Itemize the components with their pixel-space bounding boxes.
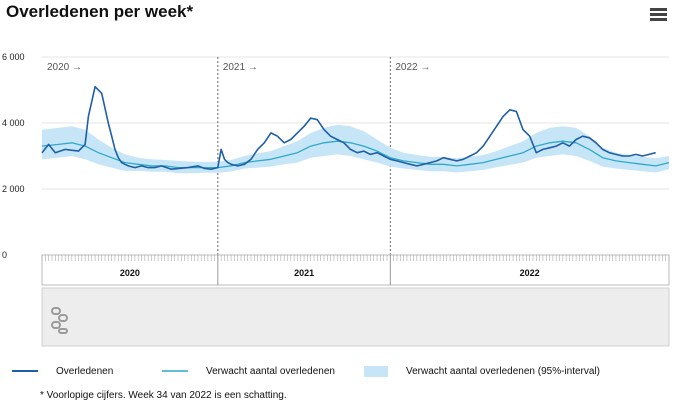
y-tick-label: 2 000	[2, 184, 25, 194]
legend-label: Overledenen	[56, 366, 114, 377]
x-year-label: 2022	[520, 268, 540, 278]
y-tick-label: 6 000	[2, 52, 25, 62]
x-axis: 2020 2021 2022	[41, 254, 670, 286]
legend-item-expected[interactable]: Verwacht aantal overledenen	[162, 366, 335, 377]
page-title: Overledenen per week*	[6, 2, 194, 21]
menu-bar	[650, 13, 667, 16]
legend-swatch-observed	[12, 370, 38, 373]
logo-part	[58, 328, 68, 334]
y-tick-label: 4 000	[2, 118, 25, 128]
logo-part	[51, 307, 61, 315]
period-label: 2020 →	[47, 62, 82, 73]
legend-item-observed[interactable]: Overledenen	[12, 366, 113, 377]
observed-line	[41, 85, 656, 170]
legend-swatch-expected	[162, 370, 188, 373]
x-axis-panel	[41, 254, 670, 286]
chart-svg: 0 2 000 4 000 6 000 2020 → 2021 → 2022 → 2020…	[2, 52, 670, 347]
hamburger-menu-icon[interactable]	[650, 8, 667, 22]
navigator-background	[41, 287, 670, 347]
menu-bar	[650, 18, 667, 21]
period-label: 2022 →	[395, 62, 430, 73]
legend: Overledenen Verwacht aantal overledenen …	[12, 366, 672, 382]
cbs-logo-icon	[51, 307, 68, 334]
series-lines	[41, 85, 670, 170]
menu-bar	[650, 8, 667, 11]
legend-swatch-interval	[364, 366, 388, 377]
logo-part	[51, 321, 61, 329]
x-year-label: 2020	[120, 268, 140, 278]
year-dividers: 2020 → 2021 → 2022 →	[47, 57, 430, 255]
period-label: 2021 →	[223, 62, 258, 73]
y-axis: 0 2 000 4 000 6 000	[2, 52, 25, 260]
navigator-panel[interactable]	[41, 287, 670, 347]
y-tick-label: 0	[2, 250, 7, 260]
expected-line	[41, 140, 670, 169]
interval-band-group	[42, 124, 669, 174]
legend-item-interval[interactable]: Verwacht aantal overledenen (95%-interva…	[364, 366, 600, 377]
interval-band	[42, 124, 669, 174]
footnote: * Voorlopige cijfers. Week 34 van 2022 i…	[40, 390, 287, 401]
logo-part	[58, 314, 68, 322]
legend-label: Verwacht aantal overledenen (95%-interva…	[406, 366, 600, 378]
legend-label: Verwacht aantal overledenen	[206, 366, 335, 377]
x-year-label: 2021	[294, 268, 314, 278]
